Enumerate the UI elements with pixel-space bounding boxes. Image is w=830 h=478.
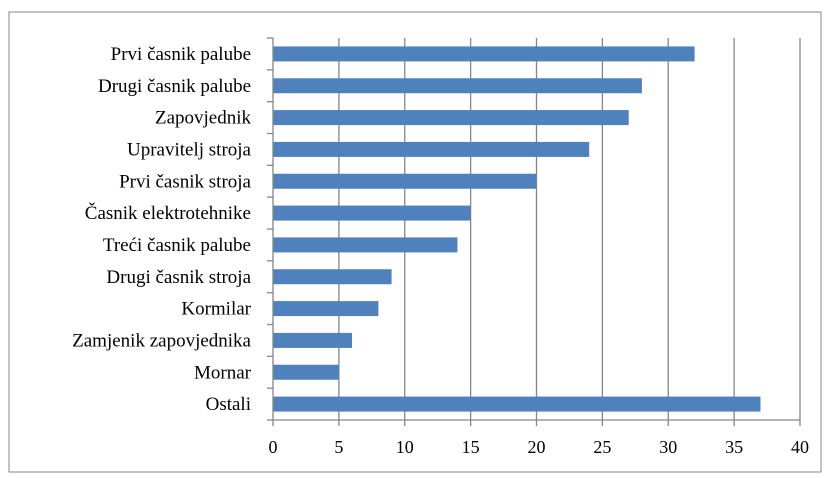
category-label: Časnik elektrotehnike xyxy=(85,202,251,224)
x-tick-label: 20 xyxy=(528,437,546,457)
bar xyxy=(273,46,695,62)
x-tick-label: 5 xyxy=(334,437,343,457)
category-label: Drugi časnik palube xyxy=(98,76,251,97)
category-label: Drugi časnik stroja xyxy=(106,267,251,288)
bar xyxy=(273,205,471,221)
category-label: Prvi časnik stroja xyxy=(119,171,251,192)
bar xyxy=(273,332,353,348)
category-label: Zapovjednik xyxy=(155,108,252,129)
bar xyxy=(273,269,392,285)
category-label: Prvi časnik palube xyxy=(111,44,251,65)
bars xyxy=(273,46,761,412)
bar xyxy=(273,364,339,380)
x-tick-label: 25 xyxy=(593,437,611,457)
grid-lines xyxy=(338,38,801,420)
bar xyxy=(273,396,761,412)
bar xyxy=(273,141,590,157)
bar xyxy=(273,110,629,126)
tick-labels: 0 5 10 15 20 25 30 35 40 xyxy=(269,437,810,457)
bar xyxy=(273,237,458,253)
category-label: Treći časnik palube xyxy=(103,235,251,256)
x-tick-label: 0 xyxy=(269,437,278,457)
category-label: Zamjenik zapovjednika xyxy=(72,330,251,351)
x-tick-label: 15 xyxy=(462,437,480,457)
bar xyxy=(273,173,537,189)
x-tick-label: 10 xyxy=(396,437,414,457)
category-label: Upravitelj stroja xyxy=(127,139,252,160)
bar xyxy=(273,78,642,94)
x-tick-label: 35 xyxy=(725,437,743,457)
category-labels: Prvi časnik palube Drugi časnik palube Zap… xyxy=(72,44,252,415)
axes xyxy=(267,37,801,426)
x-tick-label: 30 xyxy=(659,437,677,457)
x-tick-label: 40 xyxy=(791,437,809,457)
bar xyxy=(273,301,379,317)
category-label: Ostali xyxy=(206,394,251,415)
category-label: Kormilar xyxy=(181,299,251,320)
category-label: Mornar xyxy=(194,362,252,383)
